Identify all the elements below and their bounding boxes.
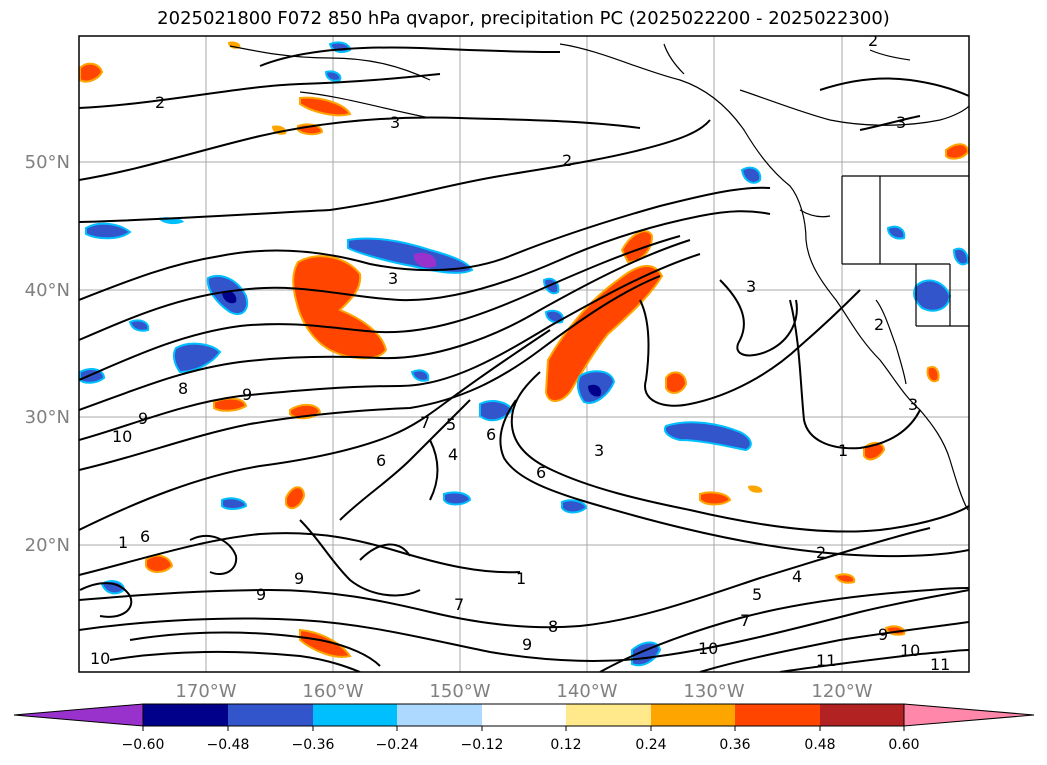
colorbar-segment [651, 704, 735, 726]
contour-label: 6 [140, 527, 150, 546]
colorbar-segment [143, 704, 228, 726]
contour-label: 3 [746, 277, 756, 296]
contour-label: 3 [388, 269, 398, 288]
contour-label: 9 [878, 625, 888, 644]
contour-label: 10 [112, 427, 132, 446]
map-background [79, 36, 969, 672]
colorbar-tick-label: −0.60 [122, 737, 165, 753]
contour-label: 10 [900, 641, 920, 660]
contour-label: 2 [816, 543, 826, 562]
contour-label: 11 [930, 655, 950, 674]
contour-label: 2 [868, 31, 878, 50]
contour-label: 9 [294, 569, 304, 588]
lon-label: 140°W [556, 681, 617, 702]
lat-label: 50°N [25, 152, 70, 173]
contour-label: 5 [446, 415, 456, 434]
coastlines [229, 43, 969, 511]
colorbar-tick-label: 0.60 [888, 737, 919, 753]
lat-label: 20°N [25, 535, 70, 556]
contour-label: 9 [242, 385, 252, 404]
contour-label: 9 [522, 635, 532, 654]
contour-label: 9 [138, 409, 148, 428]
lon-label: 170°W [175, 681, 236, 702]
contour-label: 2 [874, 315, 884, 334]
longitude-labels: 170°W 160°W 150°W 140°W 130°W 120°W [175, 681, 872, 702]
contour-label: 1 [838, 441, 848, 460]
contour-label: 3 [908, 395, 918, 414]
contour-label: 7 [454, 595, 464, 614]
lon-label: 120°W [811, 681, 872, 702]
contour-label: 2 [155, 93, 165, 112]
qvapor-contours [79, 46, 969, 672]
colorbar-tick-label: 0.36 [719, 737, 750, 753]
graticule [79, 36, 969, 672]
lon-label: 160°W [302, 681, 363, 702]
contour-label: 8 [178, 379, 188, 398]
colorbar-segment [482, 704, 566, 726]
contour-labels: 2 3 2 3 3 2 8 9 9 10 7 5 6 4 6 3 6 1 2 4… [90, 31, 950, 674]
contour-label: 10 [698, 639, 718, 658]
precipitation-shading [79, 41, 969, 667]
colorbar-tick-label: −0.36 [292, 737, 335, 753]
contour-label: 1 [118, 533, 128, 552]
colorbar-segment [397, 704, 482, 726]
colorbar-tick-label: −0.24 [376, 737, 419, 753]
contour-label: 8 [548, 617, 558, 636]
contour-label: 3 [896, 113, 906, 132]
lon-label: 130°W [683, 681, 744, 702]
colorbar-tick-label: 0.24 [635, 737, 666, 753]
colorbar-tick-label: 0.12 [550, 737, 581, 753]
contour-label: 7 [420, 413, 430, 432]
contour-label: 2 [562, 151, 572, 170]
lat-label: 30°N [25, 407, 70, 428]
colorbar-segment [566, 704, 651, 726]
map-title: 2025021800 F072 850 hPa qvapor, precipit… [157, 8, 890, 29]
colorbar-extend-min [13, 703, 144, 727]
contour-label: 4 [792, 567, 802, 586]
colorbar-segment [313, 704, 397, 726]
latitude-labels: 50°N 40°N 30°N 20°N [25, 152, 70, 556]
colorbar-segment [820, 704, 904, 726]
contour-label: 1 [516, 569, 526, 588]
contour-label: 11 [816, 651, 836, 670]
lat-label: 40°N [25, 280, 70, 301]
lon-label: 150°W [429, 681, 490, 702]
contour-label: 4 [448, 445, 458, 464]
colorbar-segment [735, 704, 820, 726]
colorbar-tick-label: −0.12 [461, 737, 504, 753]
contour-label: 7 [740, 611, 750, 630]
contour-label: 6 [536, 463, 546, 482]
contour-label: 3 [594, 441, 604, 460]
colorbar-tick-label: 0.48 [804, 737, 835, 753]
colorbar-segment [228, 704, 313, 726]
contour-label: 6 [376, 451, 386, 470]
colorbar-extend-max [903, 703, 1035, 727]
colorbar: −0.60 −0.48 −0.36 −0.24 −0.12 0.12 0.24 … [13, 703, 1035, 753]
contour-label: 3 [390, 113, 400, 132]
contour-label: 9 [256, 585, 266, 604]
contour-label: 6 [486, 425, 496, 444]
map-frame [78, 35, 970, 673]
contour-label: 10 [90, 649, 110, 668]
colorbar-tick-label: −0.48 [207, 737, 250, 753]
contour-label: 5 [752, 585, 762, 604]
